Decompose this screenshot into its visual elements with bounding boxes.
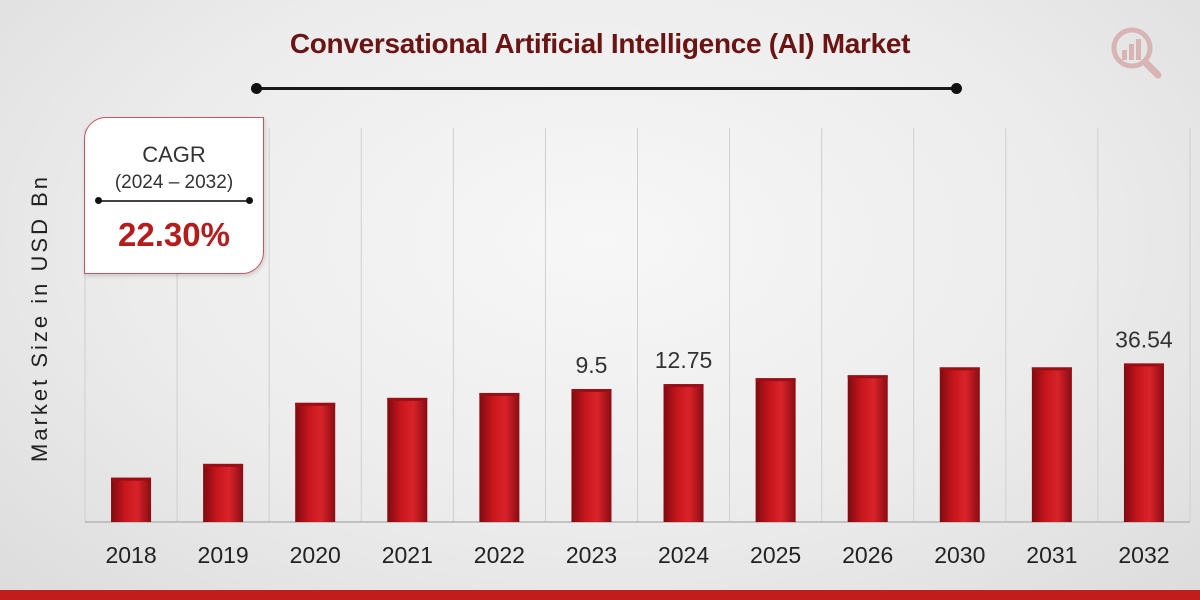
x-tick-label-2032: 2032 [1118,542,1169,568]
x-tick-label-2024: 2024 [658,542,709,568]
chart-title: Conversational Artificial Intelligence (… [289,28,911,59]
bar-2025 [755,378,796,522]
x-tick-label-2030: 2030 [934,542,985,568]
cagr-divider [95,197,253,204]
bar-2018 [111,477,152,522]
bar-cap-2030 [939,367,980,371]
bar-2022 [479,392,520,522]
x-tick-label-2018: 2018 [105,542,156,568]
x-tick-label-2020: 2020 [290,542,341,568]
bar-chart-magnifier-icon [1108,22,1168,82]
bar-2030 [939,367,980,522]
bar-2026 [847,375,888,522]
bar-cap-2020 [295,402,336,406]
bar-cap-2031 [1031,367,1072,371]
cagr-divider-right-dot [246,197,253,204]
bar-2023 [571,389,612,522]
x-tick-label-2025: 2025 [750,542,801,568]
bar-cap-2024 [663,384,704,388]
bar-2021 [387,397,428,522]
cagr-label: CAGR [142,142,206,167]
data-label-2024: 12.75 [655,347,713,373]
bar-cap-2023 [571,389,612,393]
x-tick-label-2026: 2026 [842,542,893,568]
cagr-callout: CAGR (2024 – 2032) 22.30% [84,117,264,274]
y-axis-label: Market Size in USD Bn [27,174,52,462]
x-tick-label-2022: 2022 [474,542,525,568]
bar-cap-2022 [479,392,520,396]
x-tick-label-2019: 2019 [198,542,249,568]
bar-cap-2032 [1123,363,1164,367]
x-tick-label-2031: 2031 [1026,542,1077,568]
title-underline [251,83,962,94]
x-tick-label-2021: 2021 [382,542,433,568]
bottom-accent-strip [0,590,1200,600]
bar-2031 [1031,367,1072,522]
title-underline-left-dot [251,83,262,94]
cagr-value: 22.30% [118,215,230,253]
bar-cap-2025 [755,378,796,382]
bar-2020 [295,402,336,522]
bar-2019 [203,463,244,522]
bar-cap-2026 [847,375,888,379]
title-underline-right-dot [951,83,962,94]
bar-cap-2018 [111,477,152,481]
cagr-divider-left-dot [95,197,102,204]
bar-2024 [663,384,704,522]
cagr-period: (2024 – 2032) [114,172,234,193]
x-tick-label-2023: 2023 [566,542,617,568]
bar-cap-2021 [387,397,428,401]
data-label-2032: 36.54 [1115,326,1173,352]
bar-2032 [1123,363,1164,522]
bar-cap-2019 [203,463,244,467]
data-label-2023: 9.5 [575,352,607,378]
